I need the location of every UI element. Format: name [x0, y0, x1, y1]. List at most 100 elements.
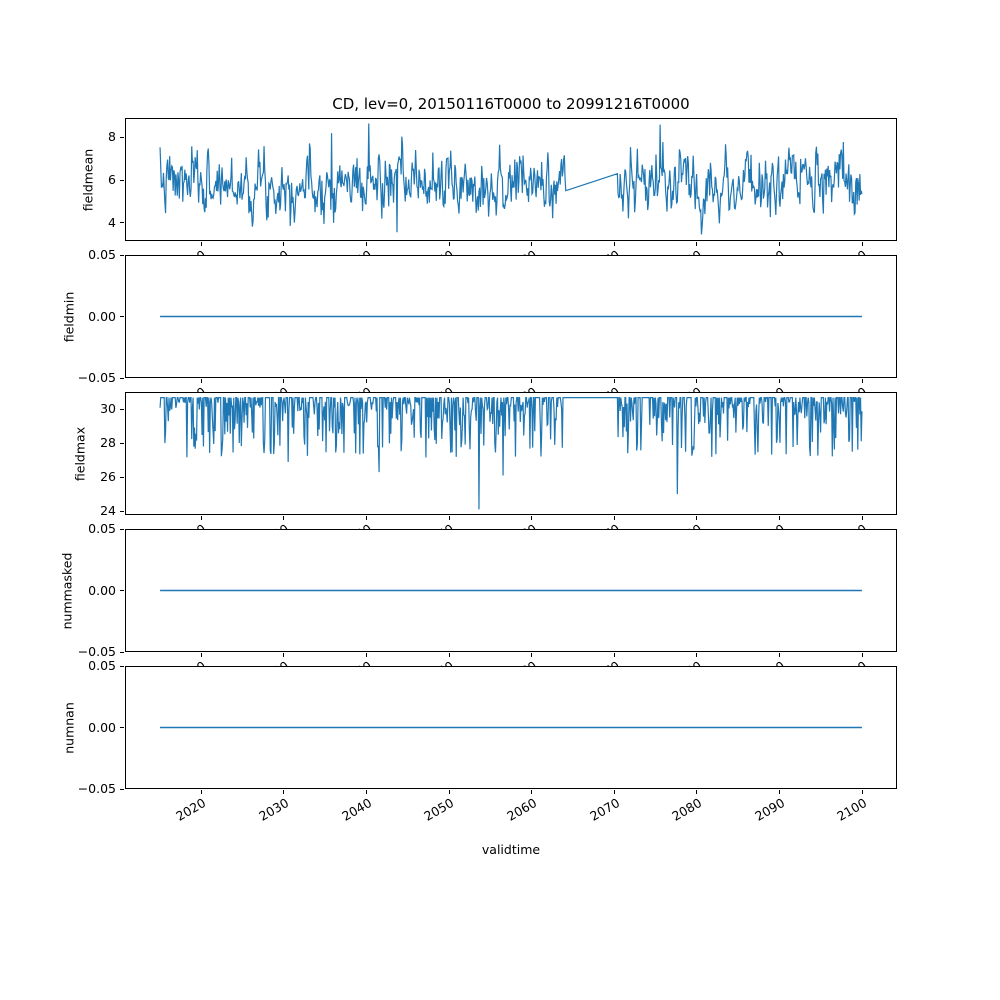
x-tick-mark — [779, 379, 781, 383]
x-tick-mark — [613, 516, 615, 520]
y-tick-label: 4 — [108, 214, 116, 230]
x-tick-mark — [696, 790, 698, 794]
x-tick-mark — [200, 379, 202, 383]
y-tick-mark — [120, 254, 124, 256]
x-tick-mark — [696, 242, 698, 246]
x-tick-mark — [531, 379, 533, 383]
y-tick-mark — [120, 136, 124, 138]
y-axis-label-numnan: numnan — [61, 701, 77, 754]
x-tick-label: 2090 — [752, 795, 788, 824]
y-axis-label-fieldmean: fieldmean — [80, 148, 96, 211]
axes-frame — [125, 392, 897, 515]
nummasked-plot-area — [160, 589, 862, 592]
x-tick-mark — [531, 242, 533, 246]
fieldmean-line — [159, 123, 863, 235]
x-tick-mark — [448, 790, 450, 794]
x-tick-mark — [448, 516, 450, 520]
x-tick-mark — [696, 379, 698, 383]
x-tick-label: 2040 — [338, 795, 374, 824]
y-tick-mark — [120, 408, 124, 410]
x-tick-mark — [365, 790, 367, 794]
y-tick-label: 30 — [100, 401, 116, 417]
x-tick-mark — [200, 516, 202, 520]
y-axis-label-fieldmax: fieldmax — [72, 426, 88, 481]
axes-frame — [125, 666, 897, 789]
subplot-nummasked: 0.050.00−0.05202020302040205020602070208… — [60, 521, 897, 687]
subplot-fieldmin: 0.050.00−0.05202020302040205020602070208… — [62, 247, 897, 413]
y-tick-mark — [120, 727, 124, 728]
x-tick-mark — [779, 653, 781, 657]
x-tick-mark — [283, 653, 285, 657]
y-tick-mark — [120, 442, 124, 444]
x-tick-mark — [448, 653, 450, 657]
subplot-fieldmean: 864202020302040205020602070208020902100f… — [81, 118, 897, 276]
x-tick-mark — [283, 516, 285, 520]
y-tick-mark — [120, 316, 124, 317]
x-tick-label: 2050 — [421, 795, 457, 824]
y-tick-label: −0.05 — [77, 781, 116, 797]
y-tick-label: 6 — [108, 172, 116, 188]
subplot-fieldmax: 3028262420202030204020502060207020802090… — [73, 392, 897, 550]
y-tick-label: −0.05 — [77, 370, 116, 386]
x-tick-mark — [696, 653, 698, 657]
y-axis-label-nummasked: nummasked — [59, 552, 75, 629]
y-tick-mark — [120, 377, 124, 379]
x-tick-mark — [779, 516, 781, 520]
x-tick-mark — [200, 242, 202, 246]
axes-frame — [125, 529, 897, 652]
y-tick-mark — [120, 665, 124, 667]
x-tick-mark — [200, 653, 202, 657]
x-tick-mark — [779, 242, 781, 246]
y-axis-label-fieldmin: fieldmin — [61, 291, 77, 342]
x-tick-mark — [283, 379, 285, 383]
x-tick-mark — [531, 653, 533, 657]
y-tick-label: −0.05 — [77, 644, 116, 660]
x-tick-mark — [448, 242, 450, 246]
axes-frame — [125, 118, 897, 241]
fieldmin-plot-area — [160, 315, 862, 318]
figure-title: CD, lev=0, 20150116T0000 to 20991216T000… — [332, 95, 690, 113]
x-tick-mark — [365, 242, 367, 246]
x-tick-mark — [861, 653, 863, 657]
y-tick-label: 8 — [108, 129, 116, 145]
fieldmax-line — [159, 396, 863, 510]
x-tick-mark — [613, 653, 615, 657]
fieldmean-plot-area — [159, 123, 863, 235]
x-tick-mark — [200, 790, 202, 794]
x-tick-mark — [531, 790, 533, 794]
y-tick-mark — [120, 528, 124, 530]
x-tick-label: 2030 — [256, 795, 292, 824]
x-tick-label: 2100 — [834, 795, 870, 824]
x-tick-mark — [613, 242, 615, 246]
x-tick-mark — [861, 516, 863, 520]
y-tick-label: 0.00 — [88, 582, 116, 598]
x-tick-mark — [861, 379, 863, 383]
y-tick-mark — [120, 222, 124, 224]
y-tick-label: 0.05 — [88, 521, 116, 537]
y-tick-label: 24 — [100, 503, 116, 519]
y-tick-label: 26 — [100, 469, 116, 485]
x-tick-mark — [365, 379, 367, 383]
y-tick-label: 0.00 — [88, 308, 116, 324]
x-tick-label: 2060 — [504, 795, 540, 824]
x-axis-label: validtime — [481, 842, 541, 857]
x-tick-mark — [696, 516, 698, 520]
x-tick-mark — [861, 242, 863, 246]
x-tick-label: 2080 — [669, 795, 705, 824]
y-tick-label: 0.05 — [88, 247, 116, 263]
y-tick-mark — [120, 651, 124, 653]
x-tick-mark — [613, 790, 615, 794]
y-tick-label: 0.00 — [88, 719, 116, 735]
x-tick-mark — [531, 516, 533, 520]
x-tick-mark — [365, 653, 367, 657]
x-tick-mark — [448, 379, 450, 383]
x-tick-mark — [365, 516, 367, 520]
numnan-plot-area — [160, 726, 862, 729]
y-tick-mark — [120, 788, 124, 790]
x-tick-mark — [861, 790, 863, 794]
subplot-numnan: 0.05 0.00 −0.05 2020 2030 2040 2050 2060 2070 208… — [62, 658, 897, 824]
x-tick-mark — [283, 242, 285, 246]
y-tick-label: 0.05 — [88, 658, 116, 674]
y-tick-mark — [120, 476, 124, 478]
